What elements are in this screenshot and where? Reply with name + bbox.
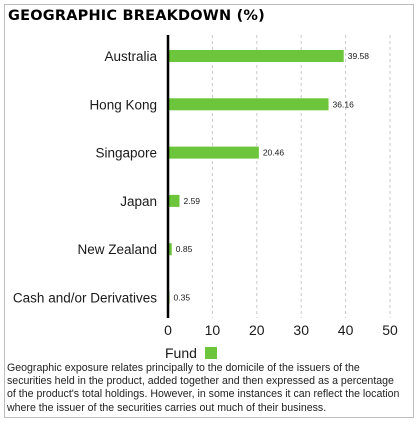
legend: Fund xyxy=(165,345,217,361)
category-labels: Australia Hong Kong Singapore Japan New Zeal… xyxy=(13,49,158,306)
data-label: 2.59 xyxy=(183,196,200,206)
data-label: 39.58 xyxy=(348,51,370,61)
bar xyxy=(168,50,344,62)
x-tick-label: 0 xyxy=(164,322,172,338)
legend-label: Fund xyxy=(165,345,197,361)
x-tick-label: 50 xyxy=(382,322,398,338)
chart-title: GEOGRAPHIC BREAKDOWN (%) xyxy=(8,8,265,24)
data-label: 0.35 xyxy=(174,293,191,303)
x-axis-ticks: 0 10 20 30 40 50 xyxy=(164,322,398,338)
bar xyxy=(168,243,172,256)
footnote: Geographic exposure relates principally … xyxy=(7,362,400,414)
category-label: Singapore xyxy=(95,146,157,161)
data-labels: 39.58 36.16 20.46 2.59 0.85 0.35 xyxy=(174,51,370,303)
bar xyxy=(168,98,329,111)
x-tick-label: 30 xyxy=(293,322,309,338)
bar xyxy=(168,146,259,159)
legend-swatch xyxy=(204,347,217,359)
data-label: 20.46 xyxy=(263,148,285,158)
category-label: Japan xyxy=(120,194,157,209)
x-tick-label: 10 xyxy=(205,322,221,338)
bars xyxy=(168,50,344,304)
category-label: New Zealand xyxy=(77,242,157,257)
gridlines xyxy=(211,35,391,318)
data-label: 0.85 xyxy=(176,244,193,254)
x-tick-label: 40 xyxy=(338,322,354,338)
bar xyxy=(168,194,180,207)
category-label: Australia xyxy=(104,49,157,64)
category-label: Hong Kong xyxy=(89,97,157,112)
data-label: 36.16 xyxy=(333,99,355,109)
category-label: Cash and/or Derivatives xyxy=(13,291,157,306)
x-tick-label: 20 xyxy=(249,322,265,338)
